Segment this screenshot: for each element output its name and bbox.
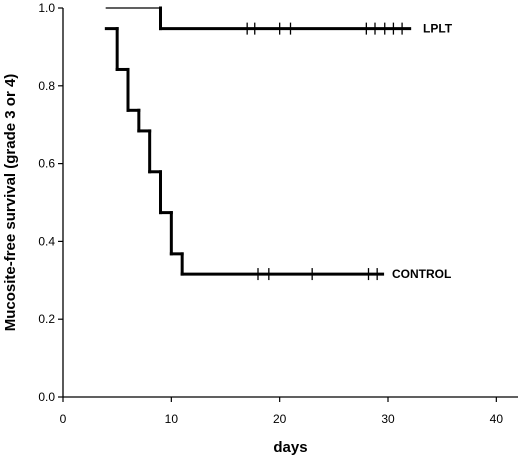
y-tick-label: 0.8	[38, 79, 55, 93]
series-label-control: CONTROL	[392, 267, 451, 281]
y-tick-label: 0.2	[38, 312, 55, 326]
x-tick-label: 30	[381, 412, 395, 426]
series-lplt	[105, 6, 412, 35]
series-label-lplt: LPLT	[423, 22, 453, 36]
y-tick-label: 0.0	[38, 390, 55, 404]
x-tick-label: 10	[165, 412, 179, 426]
axes: 0 10 20 30 40 0.0 0.2 0.4 0.6 0.8 1.0	[38, 1, 518, 426]
x-tick-label: 20	[273, 412, 287, 426]
x-axis-title: days	[273, 439, 307, 456]
series-control	[104, 27, 385, 281]
y-tick-label: 1.0	[38, 1, 55, 15]
y-axis-title: Mucosite-free survival (grade 3 or 4)	[2, 74, 19, 332]
y-tick-label: 0.4	[38, 234, 55, 248]
x-tick-label: 0	[60, 412, 67, 426]
series-group	[104, 6, 412, 281]
x-tick-label: 40	[490, 412, 504, 426]
y-tick-label: 0.6	[38, 157, 55, 171]
labels: days Mucosite-free survival (grade 3 or …	[2, 22, 453, 456]
